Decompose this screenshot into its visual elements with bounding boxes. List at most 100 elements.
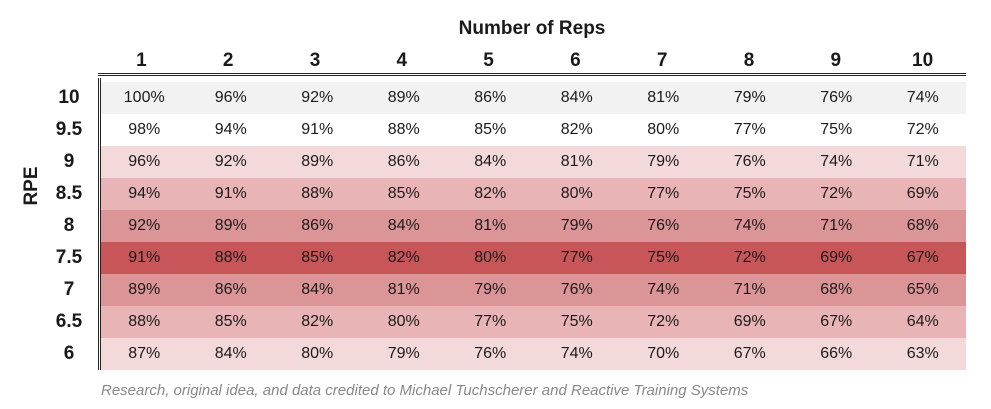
column-header-6: 6: [570, 50, 581, 71]
table-cell: 91%: [214, 185, 247, 202]
table-cell: 76%: [733, 153, 766, 170]
table-cell: 92%: [128, 217, 161, 234]
row-header-9.5: 9.5: [55, 119, 83, 140]
table-cell: 69%: [733, 313, 766, 330]
table-cell: 74%: [647, 281, 680, 298]
header-divider: [98, 73, 966, 76]
row-header-6: 6: [63, 343, 75, 364]
column-header-2: 2: [222, 50, 234, 71]
table-cell: 91%: [301, 121, 334, 138]
table-cell: 79%: [733, 89, 766, 106]
table-cell: 79%: [560, 217, 593, 234]
table-cell: 94%: [214, 121, 247, 138]
table-cell: 80%: [647, 121, 680, 138]
table-cell: 74%: [820, 153, 853, 170]
table-cell: 76%: [647, 217, 680, 234]
table-cell: 80%: [387, 313, 420, 330]
table-cell: 91%: [128, 249, 161, 266]
column-header-3: 3: [309, 50, 321, 71]
table-row: 88% 85% 82% 80% 77% 75% 72% 69% 67% 64%: [101, 306, 966, 338]
table-cell: 67%: [733, 345, 766, 362]
table-cell: 77%: [474, 313, 507, 330]
table-cell: 84%: [214, 345, 247, 362]
table-cell: 88%: [387, 121, 420, 138]
table-cell: 80%: [474, 249, 507, 266]
table-cell: 86%: [474, 89, 507, 106]
table-cell: 63%: [906, 345, 939, 362]
table-cell: 89%: [214, 217, 247, 234]
credit-footer: Research, original idea, and data credit…: [101, 382, 749, 399]
table-cell: 79%: [387, 345, 420, 362]
row-headers: 10 9.5 9 8.5 8 7.5 7 6.5 6: [44, 82, 94, 370]
table-row: 91% 88% 85% 82% 80% 77% 75% 72% 69% 67%: [101, 242, 966, 274]
table-cell: 81%: [387, 281, 420, 298]
table-cell: 89%: [128, 281, 161, 298]
table-cell: 80%: [560, 185, 593, 202]
table-cell: 96%: [214, 89, 247, 106]
table-cell: 75%: [820, 121, 853, 138]
table-cell: 81%: [647, 89, 680, 106]
table-cell: 67%: [820, 313, 853, 330]
row-header-8: 8: [63, 215, 75, 236]
table-cell: 89%: [301, 153, 334, 170]
table-cell: 85%: [474, 121, 507, 138]
table-cell: 75%: [647, 249, 680, 266]
table-cell: 72%: [647, 313, 680, 330]
table-cell: 100%: [123, 89, 165, 106]
column-headers: 1 2 3 4 5 6 7 8 9 10: [98, 50, 966, 74]
column-header-10: 10: [912, 50, 934, 71]
table-cell: 82%: [560, 121, 593, 138]
table-cell: 86%: [387, 153, 420, 170]
column-header-9: 9: [830, 50, 842, 71]
column-header-5: 5: [483, 50, 494, 71]
table-cell: 77%: [647, 185, 680, 202]
table-cell: 84%: [474, 153, 507, 170]
table-cell: 76%: [820, 89, 853, 106]
table-cell: 68%: [820, 281, 853, 298]
table-cell: 98%: [128, 121, 161, 138]
table-cell: 77%: [560, 249, 593, 266]
table-row: 87% 84% 80% 79% 76% 74% 70% 67% 66% 63%: [101, 338, 966, 370]
column-header-4: 4: [396, 50, 408, 71]
table-cell: 75%: [733, 185, 766, 202]
table-cell: 88%: [214, 249, 247, 266]
table-cell: 69%: [820, 249, 853, 266]
table-cell: 81%: [560, 153, 593, 170]
table-cell: 74%: [560, 345, 593, 362]
table-cell: 69%: [906, 185, 939, 202]
table-cell: 68%: [906, 217, 939, 234]
table-cell: 88%: [301, 185, 334, 202]
column-header-8: 8: [743, 50, 755, 71]
table-cell: 75%: [560, 313, 593, 330]
table-cell: 72%: [820, 185, 853, 202]
table-cell: 65%: [906, 281, 939, 298]
table-cell: 82%: [474, 185, 507, 202]
table-cell: 71%: [820, 217, 853, 234]
column-header-1: 1: [136, 50, 147, 71]
row-header-9: 9: [63, 151, 75, 172]
column-header-7: 7: [656, 50, 668, 71]
table-cell: 74%: [906, 89, 939, 106]
table-cell: 89%: [387, 89, 420, 106]
table-cell: 85%: [301, 249, 334, 266]
table-cell: 85%: [387, 185, 420, 202]
table-cell: 84%: [301, 281, 334, 298]
table-cell: 86%: [301, 217, 334, 234]
table-cell: 82%: [387, 249, 420, 266]
table-cell: 82%: [301, 313, 334, 330]
table-cell: 76%: [474, 345, 507, 362]
rpe-table: 100% 96% 92% 89% 86% 84% 81% 79% 76% 74% 98% 94% 91%…: [101, 82, 966, 370]
table-row: 96% 92% 89% 86% 84% 81% 79% 76% 74% 71%: [101, 146, 966, 178]
table-cell: 86%: [214, 281, 247, 298]
table-cell: 94%: [128, 185, 161, 202]
table-cell: 76%: [560, 281, 593, 298]
table-cell: 80%: [301, 345, 334, 362]
table-cell: 66%: [820, 345, 853, 362]
table-cell: 92%: [214, 153, 247, 170]
table-cell: 67%: [906, 249, 939, 266]
row-header-8.5: 8.5: [55, 183, 83, 204]
table-row: 94% 91% 88% 85% 82% 80% 77% 75% 72% 69%: [101, 178, 966, 210]
table-cell: 71%: [906, 153, 939, 170]
row-header-6.5: 6.5: [55, 311, 83, 332]
table-cell: 88%: [128, 313, 161, 330]
